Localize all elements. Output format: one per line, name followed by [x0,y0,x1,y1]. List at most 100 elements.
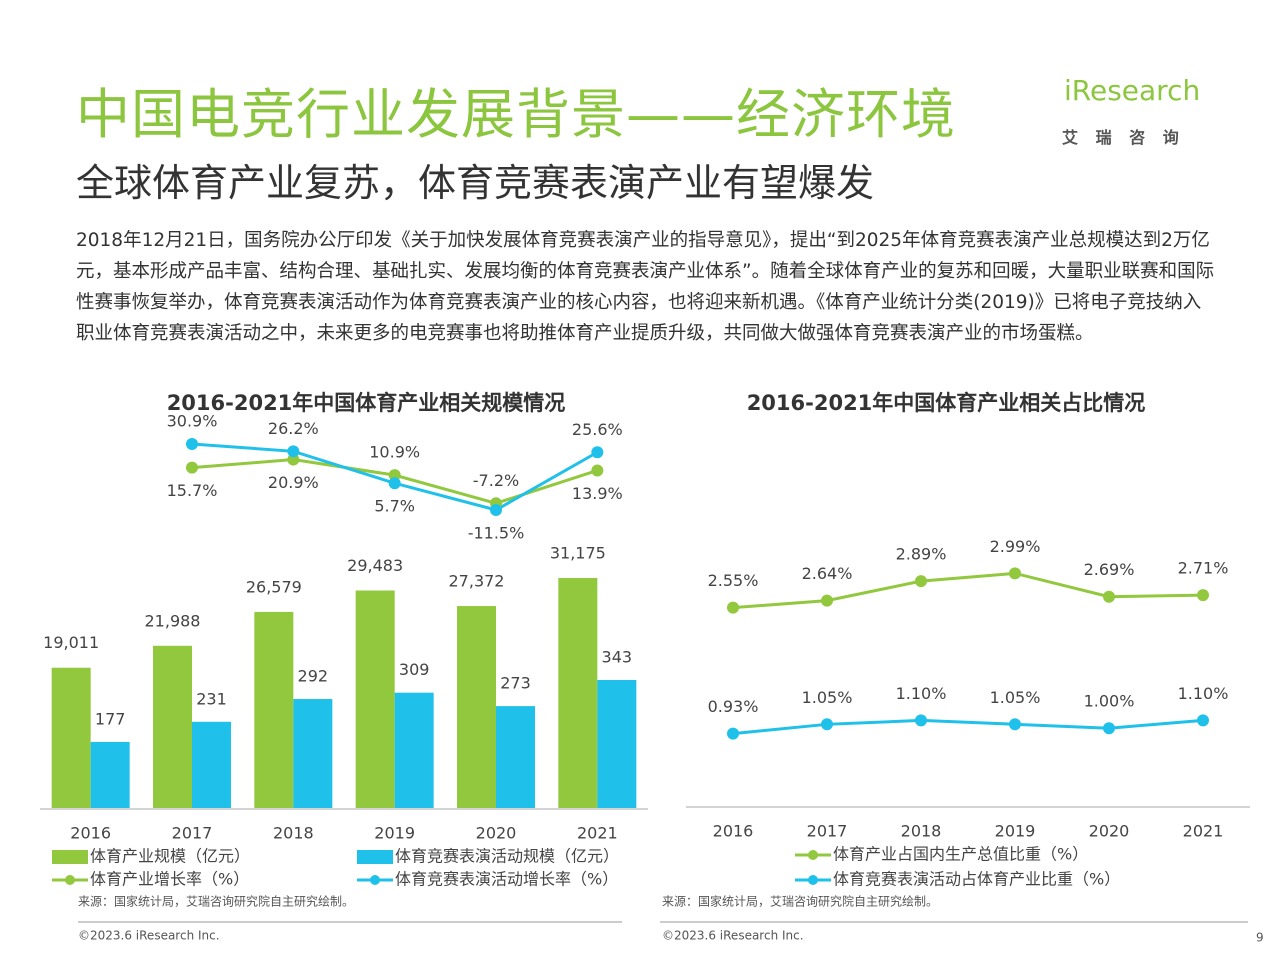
bar [457,606,496,808]
x-tick-label: 2020 [476,824,517,843]
data-label: 309 [399,660,430,679]
point [186,461,198,474]
x-tick-label: 2017 [807,822,848,841]
bar [558,578,598,808]
data-label: 1.05% [802,688,853,707]
data-label: 26,579 [246,577,302,596]
data-label: 273 [500,674,531,693]
source: 来源：国家统计局，艾瑞咨询研究院自主研究绘制。 [662,894,938,909]
data-label: 1.10% [1178,684,1229,703]
point [1009,567,1021,580]
x-tick-label: 2021 [1183,822,1224,841]
data-label: 2.69% [1084,560,1135,579]
x-tick-label: 2019 [374,824,415,843]
data-label: 19,011 [43,633,99,652]
data-label: 15.7% [167,481,218,500]
point [1103,590,1115,603]
point [915,575,927,588]
point [727,601,739,614]
point [821,718,833,731]
data-label: 26.2% [268,419,319,438]
legend-label: 体育竞赛表演活动增长率（%） [395,870,618,889]
data-label: 292 [298,667,329,686]
bar [355,590,395,808]
data-label: 1.10% [896,684,947,703]
point [1197,714,1209,727]
point [1103,722,1115,735]
data-label: -7.2% [473,471,519,490]
bar [394,692,434,808]
data-label: 231 [196,689,227,708]
page-number: 9 [1256,931,1264,945]
legend-swatch [808,850,818,860]
bar [597,680,637,808]
logo: iResearch [1064,74,1201,107]
point [287,445,300,458]
point [388,477,401,490]
data-label: 20.9% [268,473,319,492]
legend-label: 体育产业占国内生产总值比重（%） [833,845,1088,864]
data-label: 31,175 [550,544,606,563]
x-tick-label: 2019 [995,822,1036,841]
bar [90,741,130,808]
data-label: 27,372 [449,572,505,591]
body-text: 2018年12月21日，国务院办公厅印发《关于加快发展体育竞赛表演产业的指导意见… [76,230,1215,344]
bar [496,706,535,808]
legend-swatch [808,875,818,885]
x-tick-label: 2020 [1089,822,1130,841]
point [490,504,502,516]
line [732,718,1204,736]
copyright: ©2023.6 iResearch Inc. [662,929,804,943]
legend-label: 体育竞赛表演活动占体育产业比重（%） [833,870,1120,889]
x-tick-label: 2021 [577,824,618,843]
legend-swatch [357,850,393,864]
data-label: 21,988 [145,611,201,630]
data-label: 177 [95,709,126,728]
page-title: 中国电竞行业发展背景——经济环境 [76,83,956,146]
data-label: 343 [602,648,633,667]
data-label: 30.9% [167,412,218,431]
logo-cn: 艾 瑞 咨 询 [1062,128,1185,147]
data-label: 2.89% [896,545,947,564]
legend-swatch [65,875,75,885]
x-tick-label: 2016 [713,822,754,841]
data-label: 0.93% [708,697,759,716]
point [287,453,300,466]
point [915,714,927,727]
chart-title: 2016-2021年中国体育产业相关规模情况 [167,391,566,415]
data-label: 2.55% [708,571,759,590]
data-label: 1.05% [990,688,1041,707]
bar [293,699,333,808]
chart-title: 2016-2021年中国体育产业相关占比情况 [747,391,1146,415]
bar [254,611,294,808]
point [591,464,604,477]
bar [192,721,231,808]
data-label: 2.99% [990,537,1041,556]
data-label: 13.9% [572,484,623,503]
data-label: -11.5% [468,524,525,543]
source: 来源：国家统计局，艾瑞咨询研究院自主研究绘制。 [78,894,354,909]
legend-swatch [52,850,88,864]
x-tick-label: 2018 [901,822,942,841]
data-label: 29,483 [347,556,403,575]
x-tick-label: 2016 [70,824,111,843]
data-label: 2.64% [802,564,853,583]
x-tick-label: 2017 [172,824,213,843]
x-tick-label: 2018 [273,824,314,843]
legend-swatch [370,875,380,885]
data-label: 10.9% [369,443,420,462]
legend-label: 体育竞赛表演活动规模（亿元） [395,847,619,866]
data-label: 1.00% [1084,692,1135,711]
line [732,571,1204,610]
point [821,594,833,607]
legend-label: 体育产业增长率（%） [90,870,249,889]
point [591,446,604,459]
point [1197,589,1209,602]
page-subtitle: 全球体育产业复苏，体育竞赛表演产业有望爆发 [76,161,875,205]
data-label: 2.71% [1178,559,1229,578]
bar [51,667,91,808]
bar [153,645,192,808]
point [186,438,198,450]
